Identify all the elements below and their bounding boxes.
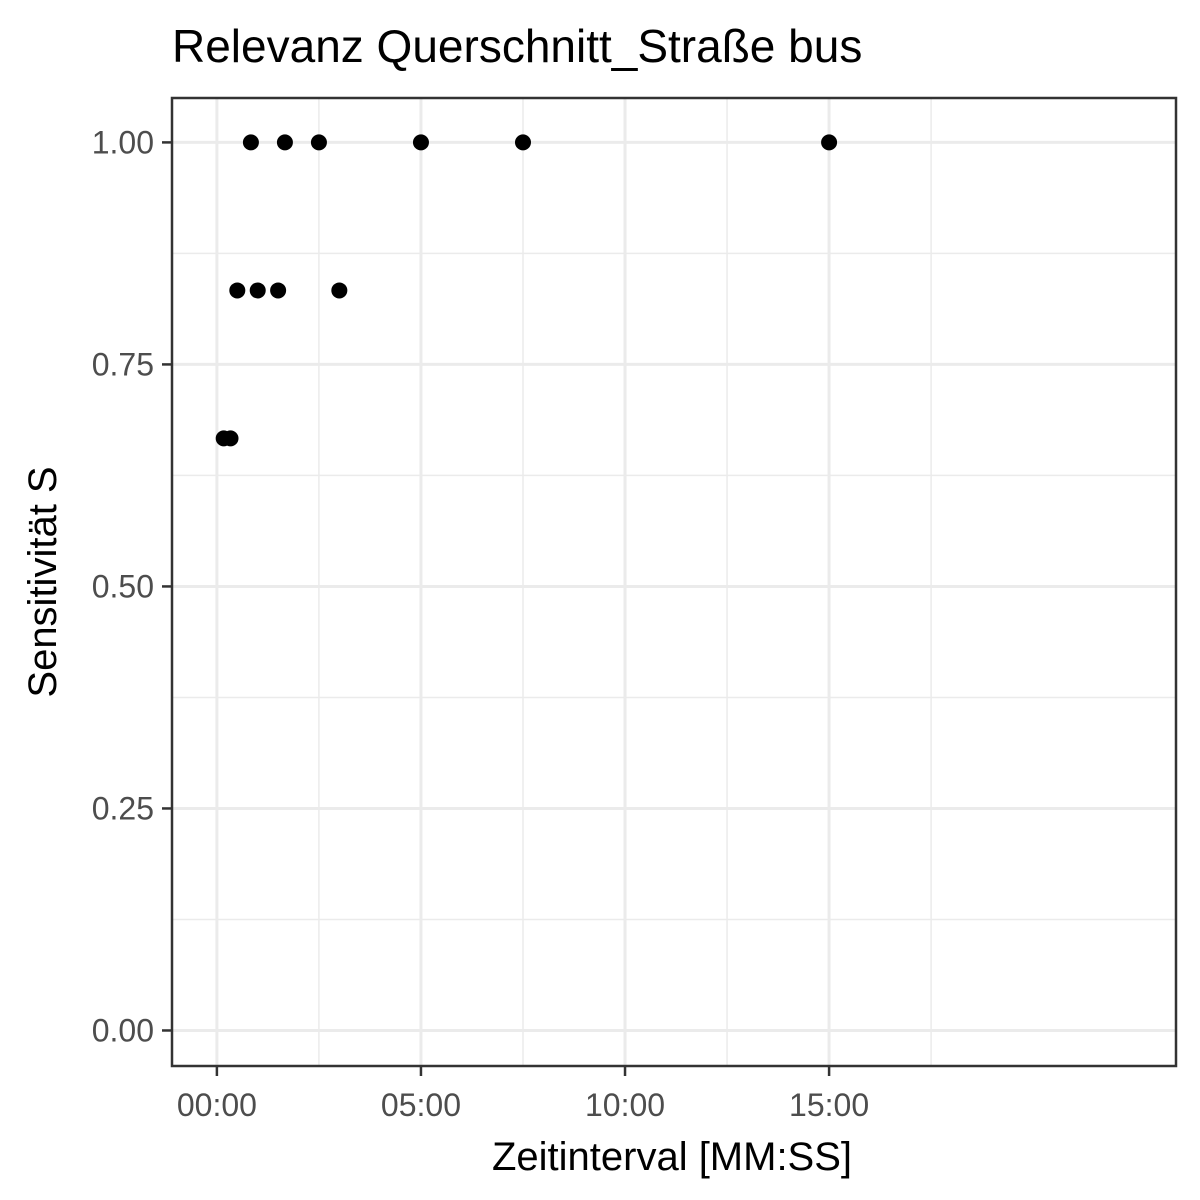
y-tick-label: 0.25 <box>92 790 154 826</box>
y-tick-label: 0.00 <box>92 1012 154 1048</box>
y-tick-label: 0.75 <box>92 346 154 382</box>
data-point <box>412 134 429 151</box>
data-points <box>215 134 838 447</box>
panel-background <box>172 98 1176 1066</box>
plot-panel <box>170 96 1178 1068</box>
x-tick-label: 15:00 <box>789 1087 869 1123</box>
x-tick-label: 10:00 <box>585 1087 665 1123</box>
panel-border <box>170 96 1178 1068</box>
x-axis-title: Zeitinterval [MM:SS] <box>492 1135 852 1179</box>
data-point <box>242 134 259 151</box>
major-gridlines <box>172 98 1176 1066</box>
y-axis: 0.00 0.25 0.50 0.75 1.00 <box>92 124 172 1048</box>
y-tick-label: 1.00 <box>92 124 154 160</box>
x-axis: 00:00 05:00 10:00 15:00 <box>177 1066 869 1123</box>
chart-title: Relevanz Querschnitt_Straße bus <box>172 20 862 72</box>
minor-gridlines <box>172 98 1176 1066</box>
data-point <box>229 282 246 299</box>
data-point <box>222 430 239 447</box>
data-point <box>514 134 531 151</box>
x-tick-label: 00:00 <box>177 1087 257 1123</box>
y-tick-label: 0.50 <box>92 568 154 604</box>
data-point <box>270 282 287 299</box>
data-point <box>310 134 327 151</box>
data-point <box>276 134 293 151</box>
data-point <box>821 134 838 151</box>
y-axis-title: Sensitivität S <box>21 466 65 697</box>
data-point <box>331 282 348 299</box>
x-tick-label: 05:00 <box>381 1087 461 1123</box>
data-point <box>249 282 266 299</box>
